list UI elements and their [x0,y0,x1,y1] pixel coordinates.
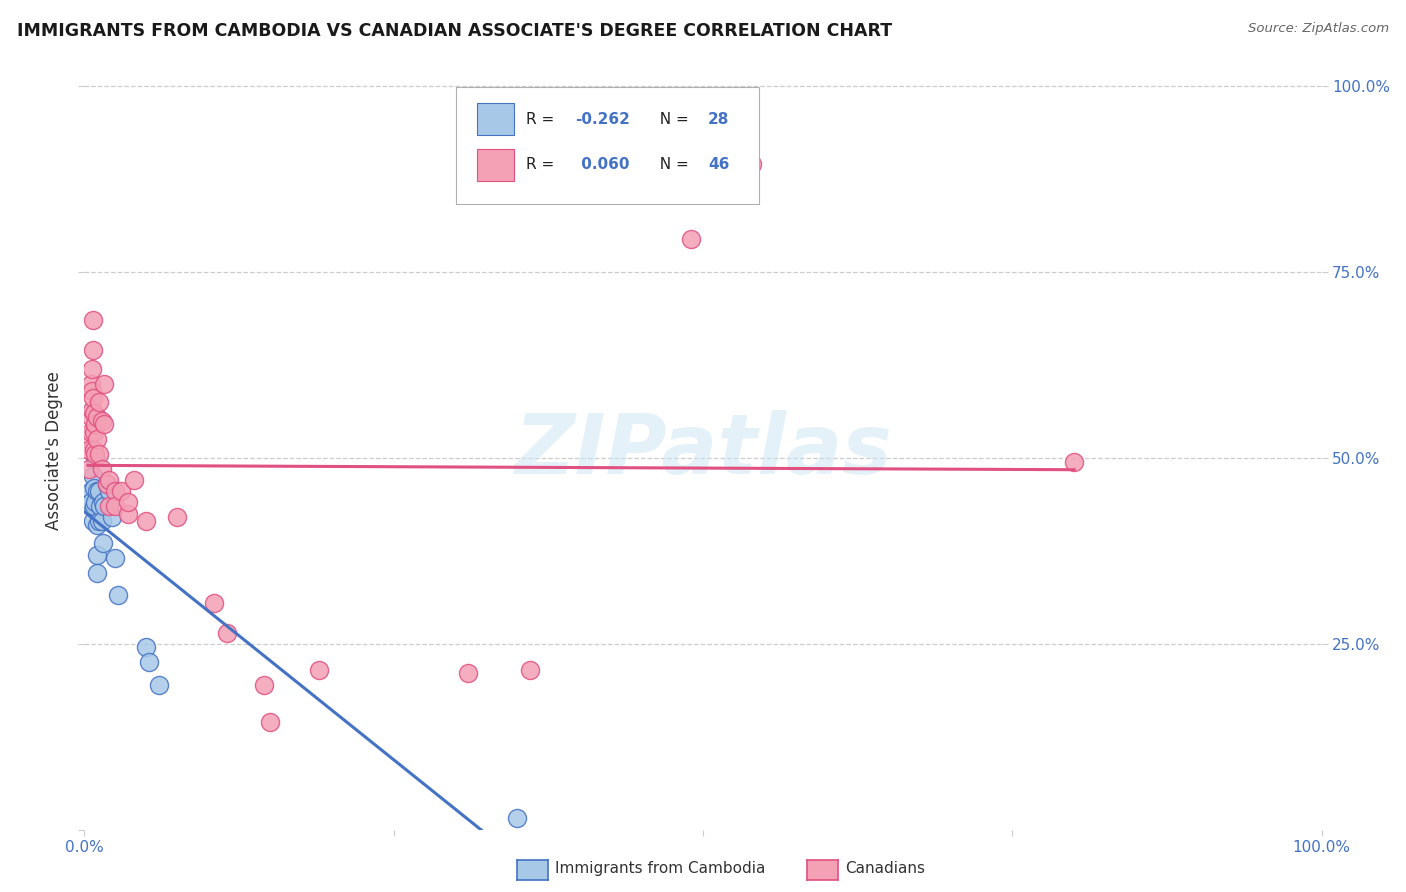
Point [80,402,103,417]
Point [96,476,118,491]
Point [89,514,111,528]
Point [82,392,104,406]
Text: 28: 28 [709,112,730,127]
Point [86,433,108,447]
Point [117,495,139,509]
Point [90,462,112,476]
Point [104,551,127,566]
Point [79,443,101,458]
Point [93,417,115,432]
Point [135,514,157,528]
Point [308,663,330,677]
Point [83,406,105,420]
Point [82,469,104,483]
Point [79,376,101,391]
Point [98,473,121,487]
Point [79,425,101,439]
Point [96,476,118,491]
Point [138,655,160,669]
Point [93,500,115,514]
Point [90,514,112,528]
Point [84,417,107,432]
Text: Source: ZipAtlas.com: Source: ZipAtlas.com [1249,22,1389,36]
Text: N =: N = [650,157,693,172]
Point [98,500,121,514]
Point [80,384,103,398]
Point [86,566,108,581]
Text: 46: 46 [709,157,730,172]
Point [84,450,107,465]
Point [89,447,111,461]
Point [91,495,114,509]
Point [1063,455,1085,469]
Point [104,484,127,499]
Point [82,343,104,358]
Point [135,640,157,655]
Point [89,500,111,514]
Text: N =: N = [650,112,693,127]
Point [202,596,225,610]
Point [519,663,541,677]
FancyBboxPatch shape [477,149,513,180]
Point [83,481,105,495]
Point [215,625,238,640]
Text: R =: R = [526,112,560,127]
Point [91,536,114,550]
Point [457,666,479,681]
Point [77,433,100,447]
Point [79,484,101,499]
FancyBboxPatch shape [477,103,513,135]
Point [79,410,101,425]
Point [741,157,763,171]
Point [148,678,170,692]
Text: IMMIGRANTS FROM CAMBODIA VS CANADIAN ASSOCIATE'S DEGREE CORRELATION CHART: IMMIGRANTS FROM CAMBODIA VS CANADIAN ASS… [17,22,891,40]
FancyBboxPatch shape [456,87,759,204]
Text: Immigrants from Cambodia: Immigrants from Cambodia [555,862,766,876]
Point [93,376,115,391]
Point [79,495,101,509]
Point [253,678,276,692]
Text: -0.262: -0.262 [575,112,630,127]
Point [84,495,107,509]
Y-axis label: Associate's Degree: Associate's Degree [45,371,63,530]
Point [82,313,104,327]
Point [86,484,108,499]
Point [117,507,139,521]
Point [679,232,702,246]
Point [104,500,127,514]
Point [83,500,105,514]
Text: Canadians: Canadians [845,862,925,876]
Point [86,548,108,562]
Point [83,443,105,458]
Text: ZIPatlas: ZIPatlas [515,410,891,491]
Point [107,589,129,603]
Point [98,484,121,499]
Point [84,447,107,461]
Point [80,361,103,376]
Point [506,812,529,826]
Text: 0.060: 0.060 [575,157,628,172]
Point [122,473,145,487]
Point [82,514,104,528]
Point [86,410,108,425]
Point [90,414,112,428]
Point [86,517,108,532]
Point [89,395,111,409]
Text: R =: R = [526,157,560,172]
Point [89,484,111,499]
Point [259,714,281,729]
Point [100,510,122,524]
Point [79,462,101,476]
Point [83,425,105,439]
Point [110,484,132,499]
Point [166,510,188,524]
